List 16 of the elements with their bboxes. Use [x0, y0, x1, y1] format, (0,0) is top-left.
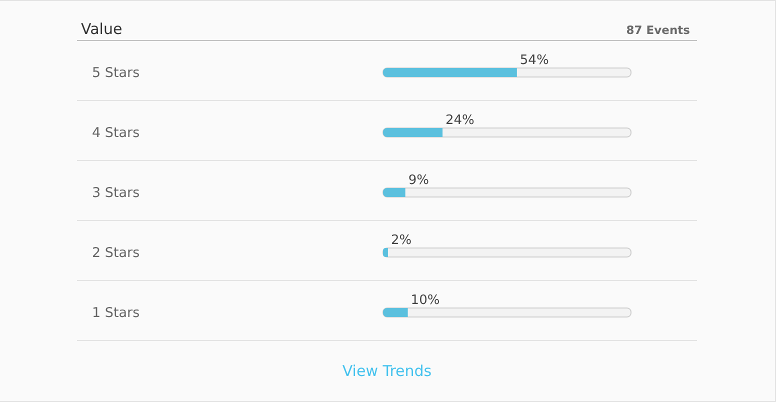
data-label: 2% [390, 233, 412, 248]
text: Value [81, 19, 122, 39]
y-tick-label: 3 Stars [92, 185, 140, 201]
text: 87 Events [626, 22, 690, 38]
y-tick-label: 1 Stars [92, 305, 140, 321]
data-label: 24% [446, 113, 474, 128]
bar [383, 188, 406, 197]
text: View Trends [341, 361, 433, 381]
data-label: 10% [410, 293, 440, 308]
bar [383, 308, 408, 317]
y-tick-label: 4 Stars [92, 125, 140, 141]
y-tick-label: 5 Stars [92, 65, 140, 81]
y-tick-label: 2 Stars [92, 245, 140, 261]
data-label: 9% [408, 173, 429, 188]
bar [383, 128, 443, 137]
data-label: 54% [520, 53, 549, 68]
